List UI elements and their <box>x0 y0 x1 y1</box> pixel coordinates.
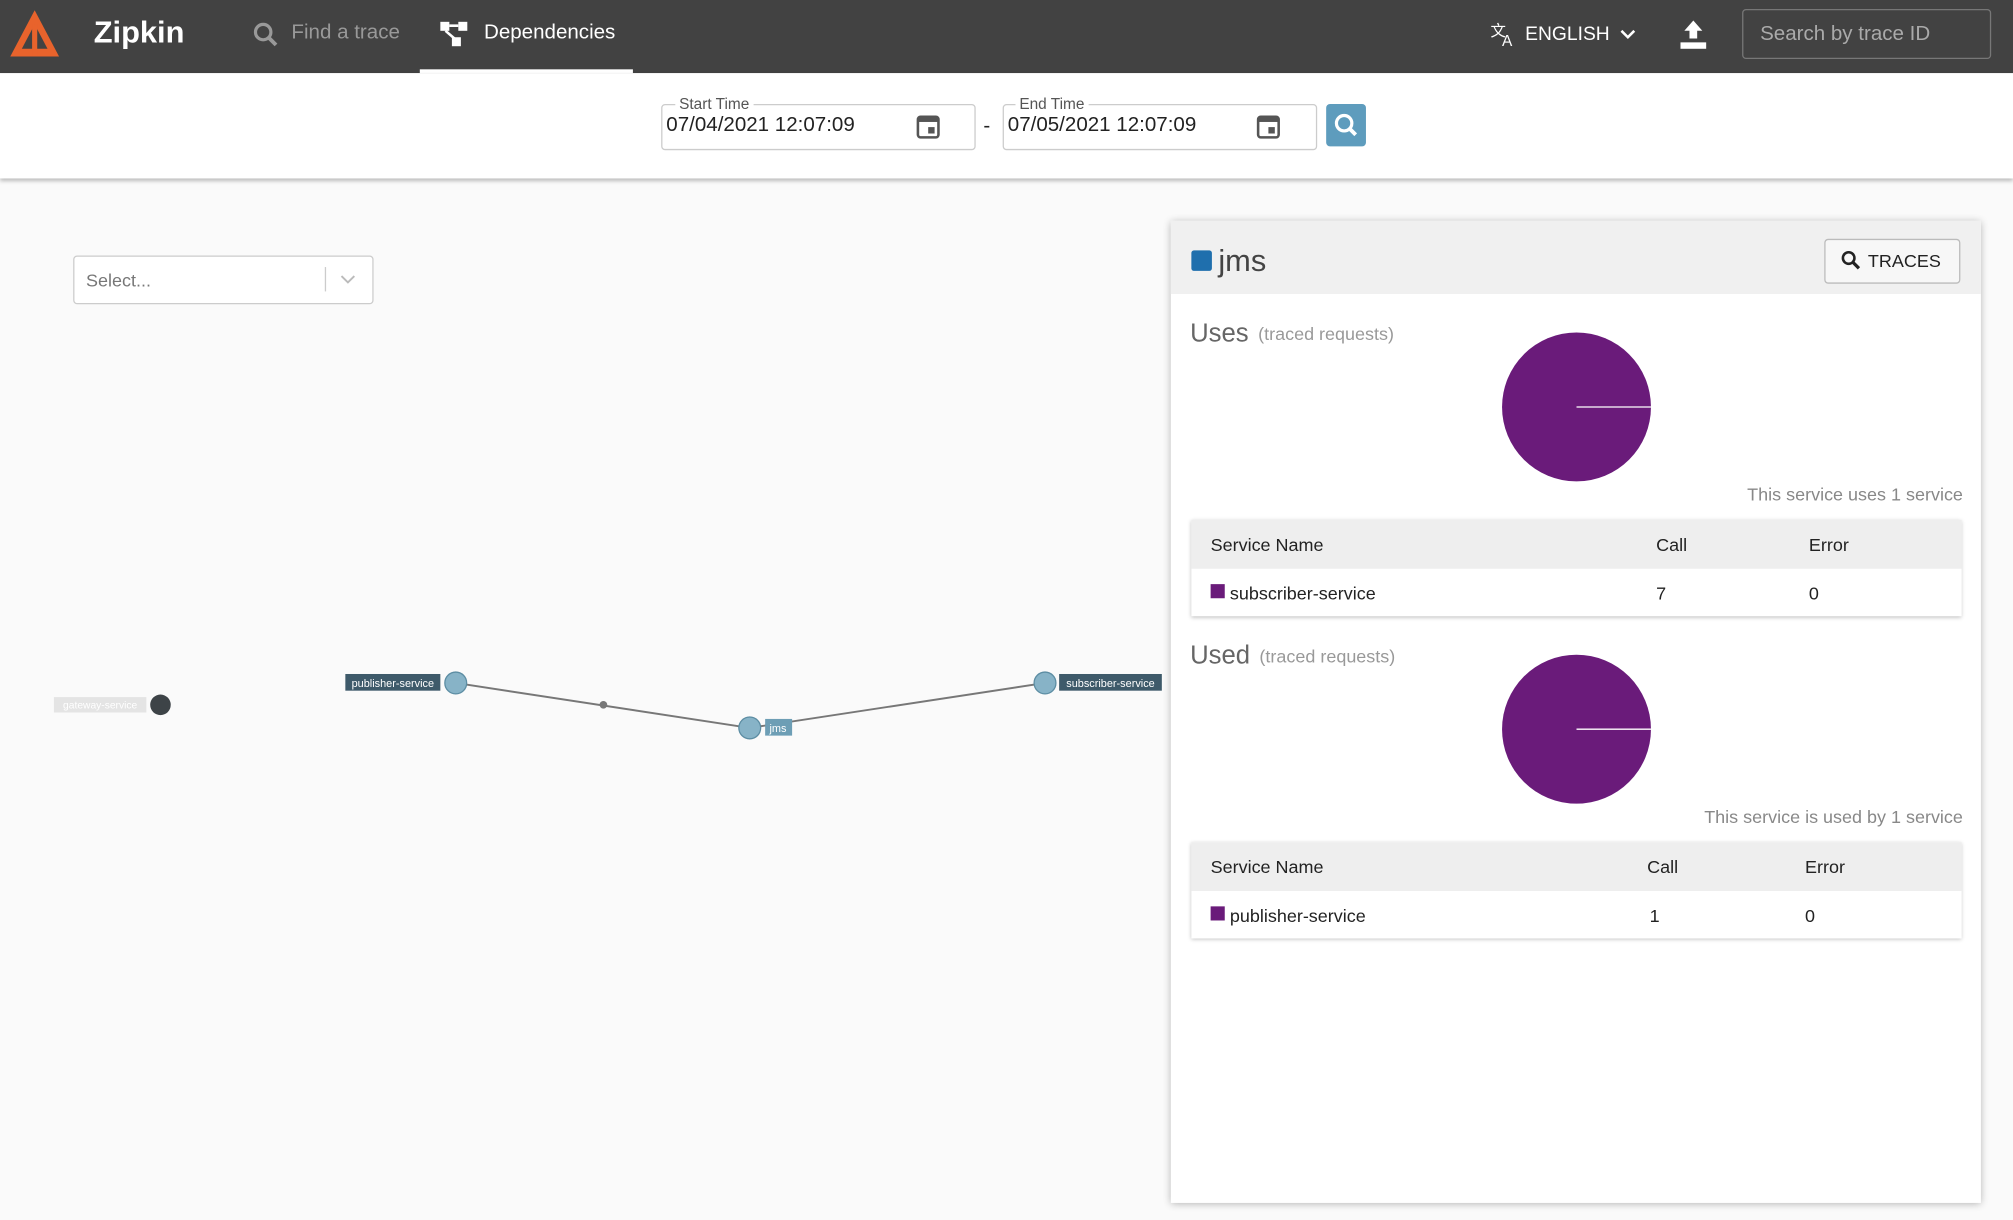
cell: 1 <box>1649 905 1660 926</box>
search-icon <box>253 22 278 47</box>
node-label: gateway-service <box>63 701 137 712</box>
service-name: jms <box>1218 243 1267 279</box>
cell: 0 <box>1805 905 1816 926</box>
cell: 7 <box>1656 582 1667 604</box>
column-header: Service Name <box>1210 856 1324 877</box>
service-select[interactable] <box>73 255 374 305</box>
column-header: Error <box>1805 856 1845 877</box>
node-label-bg <box>765 718 793 736</box>
calendar-icon[interactable] <box>1256 112 1282 140</box>
dependency-graph: gateway-service publisher-service jms su… <box>53 671 1162 740</box>
service-panel: jms TRACES Uses (traced requests) This s… <box>1170 220 1981 1203</box>
node[interactable] <box>1033 671 1057 695</box>
uses-title: Uses <box>1190 319 1249 348</box>
node[interactable] <box>444 671 468 695</box>
service-swatch <box>1210 906 1225 921</box>
node[interactable] <box>738 716 762 740</box>
trace-id-placeholder: Search by trace ID <box>1760 23 1931 45</box>
node[interactable] <box>150 694 171 716</box>
end-time-field[interactable] <box>1002 103 1318 151</box>
trace-id-search[interactable] <box>1742 8 1992 60</box>
node-label-bg <box>53 697 147 713</box>
table-header <box>1191 519 1962 569</box>
traces-button[interactable] <box>1824 238 1961 284</box>
column-header: Call <box>1647 856 1679 877</box>
select-chevron <box>340 275 356 284</box>
uses-table: Service Name Call Error subscriber-servi… <box>1191 519 1962 617</box>
node-label: publisher-service <box>352 678 434 690</box>
end-time-value: 07/05/2021 12:07:09 <box>1007 114 1197 137</box>
node-label: jms <box>768 723 787 735</box>
uses-pie <box>1502 332 1651 482</box>
translate-icon: 文A <box>1490 22 1513 49</box>
end-time-label: End Time <box>1015 95 1089 113</box>
select-placeholder: Select... <box>86 269 151 291</box>
cell: publisher-service <box>1229 905 1366 926</box>
edge-dot <box>599 700 608 709</box>
column-header: Error <box>1808 534 1849 555</box>
used-table: Service Name Call Error publisher-servic… <box>1191 842 1962 939</box>
brand[interactable]: Zipkin <box>93 15 185 51</box>
cell: 0 <box>1808 582 1819 604</box>
date-separator: - <box>983 115 991 138</box>
service-color <box>1191 250 1212 271</box>
used-subtitle: (traced requests) <box>1259 645 1396 667</box>
svg-text:A: A <box>1502 33 1513 49</box>
cell: subscriber-service <box>1229 582 1376 604</box>
select-divider <box>324 267 327 292</box>
svg-text:文: 文 <box>1490 22 1505 40</box>
uses-subtitle: (traced requests) <box>1258 323 1394 345</box>
table-header <box>1191 842 1962 891</box>
filter-bar: Start Time 07/04/2021 12:07:09 - End Tim… <box>0 73 2013 179</box>
traces-button-label: TRACES <box>1867 250 1941 271</box>
uses-summary: This service uses 1 service <box>1747 483 1963 505</box>
nav-find-trace[interactable]: Find a trace <box>291 21 400 44</box>
chevron <box>1620 29 1636 40</box>
search-icon <box>1841 250 1861 270</box>
column-header: Call <box>1656 534 1688 555</box>
used-pie <box>1502 654 1651 804</box>
nav-dependencies[interactable]: Dependencies <box>483 21 616 44</box>
node-label: subscriber-service <box>1066 678 1155 690</box>
column-header: Service Name <box>1210 534 1324 555</box>
calendar-icon[interactable] <box>915 112 941 140</box>
upload-icon[interactable] <box>1678 18 1709 51</box>
node-label-bg <box>345 673 441 691</box>
language-selector[interactable]: ENGLISH <box>1525 23 1610 45</box>
used-title: Used <box>1190 641 1251 671</box>
active-tab-indicator <box>419 69 633 74</box>
logo[interactable] <box>8 8 62 62</box>
start-time-label: Start Time <box>675 95 754 113</box>
service-swatch <box>1210 584 1225 599</box>
used-summary: This service is used by 1 service <box>1704 806 1963 827</box>
start-time-value: 07/04/2021 12:07:09 <box>666 114 855 137</box>
search-button[interactable] <box>1326 103 1366 147</box>
dependencies-icon <box>440 21 468 47</box>
node-label-bg <box>1059 673 1162 691</box>
